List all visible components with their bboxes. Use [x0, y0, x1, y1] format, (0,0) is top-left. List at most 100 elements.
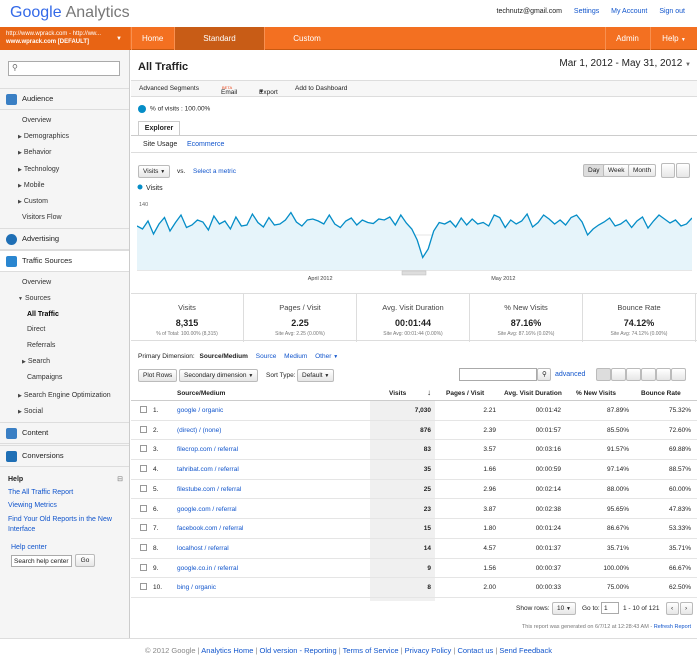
tab-custom-reporting[interactable]: Custom Reporting	[264, 27, 349, 66]
tab-help[interactable]: Help ▼	[650, 27, 697, 50]
pivot-view-icon[interactable]	[656, 368, 671, 381]
metric-select[interactable]: Visits ▼	[138, 165, 171, 178]
row-checkbox[interactable]	[140, 406, 147, 413]
source-medium-link[interactable]: tahribat.com / referral	[177, 466, 239, 474]
sidebar-item-conversions[interactable]: Conversions	[0, 445, 129, 467]
footer-link-contact[interactable]: Contact us	[457, 646, 494, 655]
col-pages-visit[interactable]: Pages / Visit	[446, 390, 485, 397]
sidebar-item-custom[interactable]: ▶ Custom	[18, 198, 48, 205]
source-medium-link[interactable]: google.com / referral	[177, 505, 237, 513]
next-page-button[interactable]: ›	[680, 602, 693, 615]
help-go-button[interactable]: Go	[75, 554, 95, 567]
source-medium-link[interactable]: facebook.com / referral	[177, 525, 244, 533]
col-visits[interactable]: Visits	[389, 390, 407, 397]
tab-ecommerce[interactable]: Ecommerce	[187, 141, 225, 148]
row-checkbox[interactable]	[140, 425, 147, 433]
source-medium-link[interactable]: (direct) / (none)	[177, 426, 222, 434]
advanced-segments-button[interactable]: Advanced Segments	[139, 85, 199, 92]
dimension-source-medium[interactable]: Source/Medium	[199, 353, 248, 360]
sidebar-item-technology[interactable]: ▶ Technology	[18, 166, 59, 173]
term-cloud-icon[interactable]	[671, 368, 686, 381]
row-checkbox[interactable]	[140, 465, 147, 473]
help-search-input[interactable]: Search help center	[11, 555, 72, 567]
sidebar-item-social[interactable]: ▶ Social	[18, 408, 43, 415]
source-medium-link[interactable]: localhost / referral	[177, 544, 229, 552]
row-checkbox[interactable]	[140, 543, 147, 551]
email-button[interactable]: Email BETA	[221, 85, 237, 96]
footer-link-privacy[interactable]: Privacy Policy	[404, 646, 452, 655]
source-medium-link[interactable]: bing / organic	[177, 584, 217, 592]
help-link-viewing-metrics[interactable]: Viewing Metrics	[8, 502, 57, 509]
sidebar-item-audience[interactable]: Audience	[0, 88, 129, 110]
tab-admin[interactable]: Admin	[605, 27, 649, 50]
sidebar-item-traffic-sources[interactable]: Traffic Sources	[0, 250, 129, 272]
my-account-link[interactable]: My Account	[611, 8, 648, 15]
col-new-visits[interactable]: % New Visits	[576, 390, 616, 397]
source-medium-link[interactable]: google.co.in / referral	[177, 564, 239, 572]
sidebar-item-behavior[interactable]: ▶ Behavior	[18, 149, 52, 156]
collapse-icon[interactable]: ⊟	[117, 476, 123, 483]
tab-site-usage[interactable]: Site Usage	[143, 141, 178, 148]
col-source-medium[interactable]: Source/Medium	[177, 390, 226, 397]
sidebar-item-overview[interactable]: Overview	[22, 117, 52, 124]
week-button[interactable]: Week	[603, 164, 630, 177]
tab-explorer[interactable]: Explorer	[138, 121, 180, 135]
sidebar-item-mobile[interactable]: ▶ Mobile	[18, 182, 44, 189]
advanced-filter-link[interactable]: advanced	[555, 371, 586, 378]
col-avg-duration[interactable]: Avg. Visit Duration	[504, 390, 562, 397]
footer-link-terms[interactable]: Terms of Service	[342, 646, 399, 655]
date-range-picker[interactable]: Mar 1, 2012 - May 31, 2012 ▼	[559, 58, 691, 69]
footer-link-old-version[interactable]: Old version - Reporting	[259, 646, 337, 655]
col-bounce-rate[interactable]: Bounce Rate	[641, 390, 681, 397]
sidebar-item-demographics[interactable]: ▶ Demographics	[18, 133, 69, 140]
sign-out-link[interactable]: Sign out	[659, 8, 685, 15]
dimension-medium[interactable]: Medium	[284, 353, 308, 360]
sidebar-item-campaigns[interactable]: Campaigns	[27, 374, 63, 381]
sidebar-item-seo[interactable]: ▶ Search Engine Optimization	[18, 392, 111, 399]
row-checkbox[interactable]	[140, 504, 147, 512]
row-checkbox[interactable]	[140, 524, 147, 532]
tab-home[interactable]: Home	[131, 27, 173, 50]
tab-standard-reporting[interactable]: Standard Reporting	[174, 27, 264, 66]
source-medium-link[interactable]: filestube.com / referral	[177, 485, 242, 493]
source-medium-link[interactable]: filecrop.com / referral	[177, 446, 239, 454]
dimension-other[interactable]: Other ▼	[315, 353, 338, 360]
pie-view-icon[interactable]	[611, 368, 626, 381]
sidebar-item-all-traffic[interactable]: All Traffic	[27, 311, 59, 318]
select-metric-link[interactable]: Select a metric	[193, 168, 236, 175]
sidebar-item-referrals[interactable]: Referrals	[27, 342, 56, 349]
settings-link[interactable]: Settings	[573, 8, 600, 15]
sidebar-item-content[interactable]: Content	[0, 422, 129, 444]
plot-rows-button[interactable]: Plot Rows	[138, 369, 178, 382]
comparison-view-icon[interactable]	[641, 368, 656, 381]
add-to-dashboard-button[interactable]: Add to Dashboard	[295, 85, 348, 92]
day-button[interactable]: Day	[583, 164, 605, 177]
line-chart-icon[interactable]	[661, 163, 675, 178]
google-analytics-logo[interactable]: Google Analytics	[10, 4, 130, 22]
goto-input[interactable]: 1	[601, 602, 619, 614]
help-link-old-reports[interactable]: Find Your Old Reports in the New Interfa…	[8, 516, 112, 533]
sidebar-item-search[interactable]: ▶ Search	[22, 358, 50, 365]
show-rows-select[interactable]: 10 ▼	[552, 602, 576, 615]
refresh-report-link[interactable]: Refresh Report	[653, 624, 691, 630]
dimension-source[interactable]: Source	[255, 353, 277, 360]
row-checkbox[interactable]	[140, 583, 147, 591]
sidebar-item-sources[interactable]: ▼ Sources	[18, 295, 51, 302]
secondary-dimension-select[interactable]: Secondary dimension ▼	[179, 369, 259, 382]
row-checkbox[interactable]	[140, 445, 147, 453]
sort-type-select[interactable]: Default ▼	[297, 369, 335, 382]
footer-link-feedback[interactable]: Send Feedback	[499, 646, 552, 655]
source-medium-link[interactable]: google / organic	[177, 407, 224, 414]
sidebar-item-direct[interactable]: Direct	[27, 326, 46, 333]
month-button[interactable]: Month	[628, 164, 657, 177]
search-icon[interactable]: ⚲	[537, 368, 551, 381]
table-view-icon[interactable]	[596, 368, 611, 381]
sidebar-item-visitors-flow[interactable]: Visitors Flow	[22, 214, 62, 221]
row-checkbox[interactable]	[140, 484, 147, 492]
sidebar-item-advertising[interactable]: Advertising	[0, 228, 129, 250]
account-selector[interactable]: http://www.wprack.com - http://ww... www…	[0, 27, 130, 50]
sidebar-search-input[interactable]: ⚲	[8, 61, 120, 76]
motion-chart-icon[interactable]	[676, 163, 690, 178]
help-center-link[interactable]: Help center	[11, 544, 47, 551]
table-search-input[interactable]	[459, 368, 537, 381]
